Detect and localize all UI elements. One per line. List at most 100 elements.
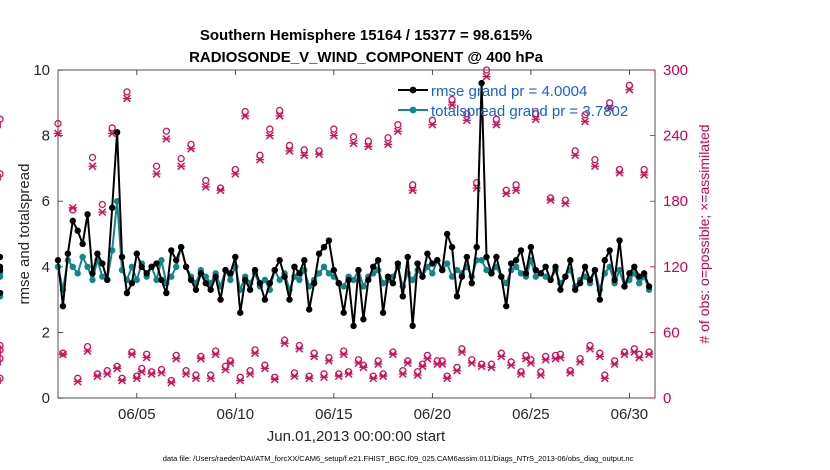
rmse-point — [177, 243, 185, 251]
obs-possible-point — [581, 111, 589, 119]
obs-assimilated-point — [413, 371, 422, 379]
rmse-point — [202, 280, 209, 287]
totalspread-point — [153, 276, 160, 284]
obs-assimilated-point — [324, 356, 333, 365]
obs-possible-point — [428, 116, 437, 124]
rmse-point — [296, 270, 303, 277]
obs-assimilated-point — [83, 347, 92, 355]
totalspread-point — [443, 260, 451, 267]
rmse-point — [301, 257, 308, 264]
rmse-point — [148, 263, 155, 270]
obs-assimilated-point — [113, 364, 122, 373]
obs-assimilated-point — [172, 354, 181, 363]
totalspread-point — [315, 270, 323, 277]
totalspread-point — [340, 283, 347, 290]
legend-marker-rmse — [409, 86, 417, 94]
totalspread-point — [173, 263, 180, 270]
obs-assimilated-point — [457, 348, 466, 357]
y-axis-right: 0 60 120 180 240 300 — [650, 62, 688, 407]
rmse-point — [79, 240, 86, 248]
rmse-point — [217, 296, 224, 303]
rmse-point — [69, 217, 76, 225]
rmse-point — [315, 250, 323, 257]
obs-assimilated-point — [88, 162, 97, 171]
obs-assimilated-point — [443, 374, 452, 383]
obs-possible-point — [364, 137, 372, 145]
obs-possible-point — [0, 346, 4, 354]
rmse-point — [611, 276, 618, 284]
y-tick-label-left: 4 — [42, 259, 50, 276]
obs-assimilated-point — [635, 353, 644, 362]
obs-assimilated-point — [408, 186, 417, 195]
obs-possible-point — [202, 176, 210, 185]
obs-assimilated-point — [374, 360, 383, 369]
rmse-point — [271, 266, 278, 274]
obs-assimilated-point — [423, 354, 432, 363]
totalspread-point — [84, 263, 91, 270]
obs-assimilated-point — [590, 162, 599, 171]
obs-possible-point — [123, 88, 131, 96]
rmse-point — [503, 302, 510, 310]
obs-possible-point — [83, 342, 92, 351]
obs-assimilated-point — [388, 350, 398, 359]
obs-assimilated-point — [516, 370, 526, 378]
obs-assimilated-point — [285, 146, 294, 155]
rmse-point — [99, 260, 106, 267]
obs-possible-point — [0, 115, 4, 123]
y-axis-left: 0 2 4 6 8 10 — [33, 62, 63, 407]
legend-label-totalspread: totalspread grand pr = 3.7802 — [431, 103, 628, 120]
obs-assimilated-point — [117, 376, 127, 385]
obs-possible-point — [177, 154, 185, 163]
rmse-point — [606, 247, 613, 254]
totalspread-point — [168, 273, 175, 280]
obs-assimilated-point — [645, 350, 654, 359]
rmse-point — [389, 280, 397, 287]
legend-label-rmse: rmse grand pr = 4.0004 — [431, 83, 587, 100]
rmse-point — [463, 253, 471, 261]
obs-possible-point — [276, 106, 284, 115]
obs-possible-point — [606, 99, 614, 107]
totalspread-point — [74, 270, 81, 277]
totalspread-point — [320, 263, 328, 270]
rmse-point — [306, 306, 313, 313]
rmse-point — [330, 266, 338, 274]
rmse-point — [394, 260, 402, 267]
rmse-point — [404, 253, 411, 261]
obs-possible-point — [482, 66, 491, 74]
totalspread-point — [79, 253, 86, 261]
obs-assimilated-point — [103, 370, 112, 378]
totalspread-point — [296, 276, 303, 284]
rmse-point — [168, 247, 175, 254]
totalspread-point — [360, 283, 367, 290]
obs-possible-point — [88, 153, 97, 162]
totalspread-point — [429, 270, 436, 277]
obs-assimilated-point — [142, 353, 151, 362]
rmse-point — [458, 273, 466, 280]
obs-assimilated-point — [167, 378, 176, 387]
rmse-point — [517, 247, 525, 254]
rmse-point — [256, 280, 264, 287]
obs-assimilated-point — [216, 186, 225, 195]
obs-assimilated-point — [93, 372, 102, 381]
rmse-point — [128, 280, 136, 287]
obs-assimilated-point — [452, 366, 462, 375]
obs-possible-point — [0, 341, 4, 350]
obs-assimilated-point — [241, 111, 250, 120]
obs-assimilated-point — [605, 104, 614, 113]
obs-assimilated-point — [201, 183, 210, 191]
obs-possible-point — [640, 165, 648, 174]
obs-possible-point — [54, 119, 62, 128]
obs-assimilated-point — [438, 360, 447, 369]
rmse-point — [320, 243, 328, 251]
rmse-point — [138, 263, 145, 270]
obs-assimilated-point — [250, 349, 260, 358]
obs-assimilated-point — [319, 373, 329, 382]
obs-assimilated-point — [290, 372, 299, 381]
y-tick-label-left: 8 — [42, 128, 50, 145]
obs-assimilated-point — [186, 144, 196, 153]
totalspread-point — [108, 247, 116, 254]
obs-possible-point — [231, 165, 239, 174]
totalspread-point — [532, 273, 539, 280]
obs-assimilated-point — [359, 363, 368, 372]
